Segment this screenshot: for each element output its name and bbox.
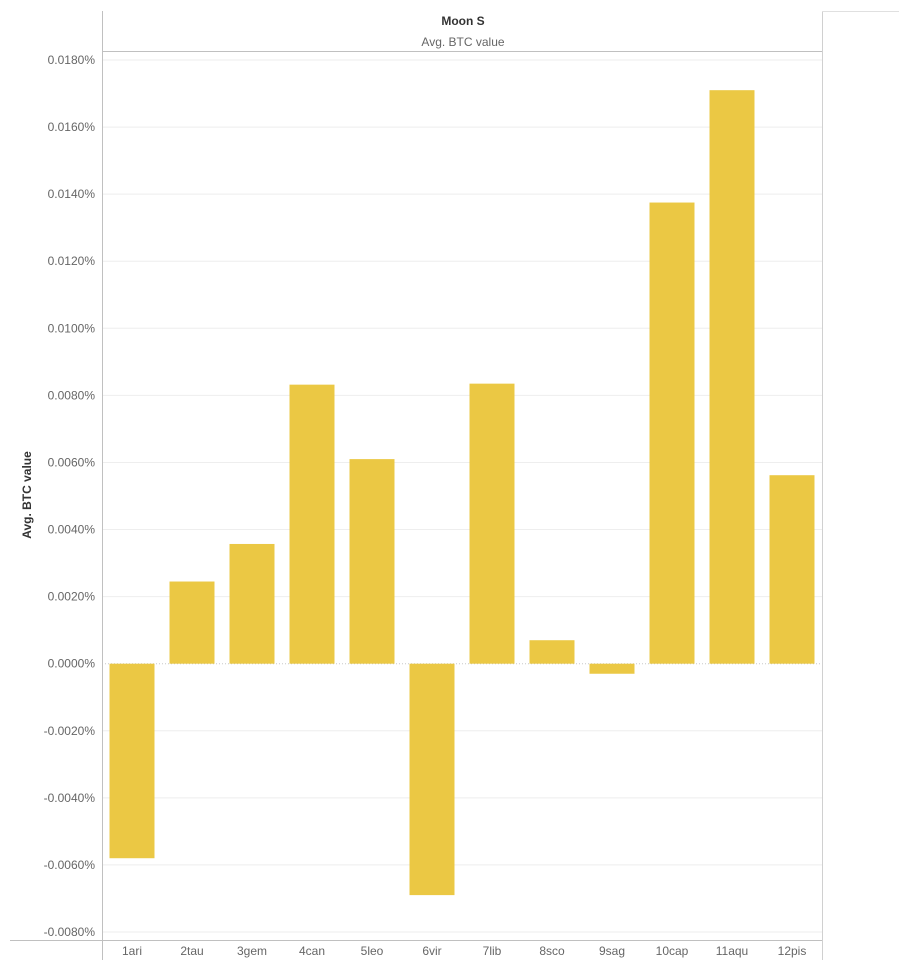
x-tick-label: 2tau [180,944,203,958]
x-tick-label: 4can [299,944,325,958]
x-tick-label: 10cap [656,944,689,958]
bar-2tau[interactable] [169,581,215,664]
y-tick-label: 0.0100% [48,321,96,335]
x-tick-label: 6vir [422,944,441,958]
y-tick-label: -0.0080% [44,925,96,939]
x-axis-ticks: 1ari 2tau 3gem 4can 5leo 6vir 7lib 8sco 9sag 10ca… [122,944,806,958]
y-tick-label: 0.0180% [48,53,96,67]
chart-title: Moon S [441,14,484,28]
x-tick-label: 3gem [237,944,267,958]
y-axis-ticks: -0.0080% -0.0060% -0.0040% -0.0020% 0.0000% 0… [44,53,96,939]
bar-12pis[interactable] [769,475,815,664]
chart-subtitle: Avg. BTC value [421,35,504,49]
bar-6vir[interactable] [409,663,455,896]
bar-3gem[interactable] [229,543,275,664]
bar-4can[interactable] [289,384,335,664]
y-tick-label: -0.0060% [44,858,96,872]
bar-11aqu[interactable] [709,90,755,664]
y-tick-label: 0.0140% [48,187,96,201]
bar-9sag[interactable] [589,663,635,674]
bar-10cap[interactable] [649,202,695,664]
gridlines [102,59,822,933]
bar-7lib[interactable] [469,383,515,664]
y-tick-label: 0.0020% [48,590,96,604]
bar-8sco[interactable] [529,640,575,664]
x-tick-label: 8sco [539,944,565,958]
y-tick-label: 0.0000% [48,657,96,671]
y-tick-label: 0.0160% [48,120,96,134]
x-tick-label: 5leo [361,944,384,958]
x-tick-label: 9sag [599,944,625,958]
chart-frame [10,11,899,960]
bar-1ari[interactable] [109,663,155,859]
y-axis-label: Avg. BTC value [20,451,34,539]
bar-5leo[interactable] [349,459,395,664]
y-tick-label: -0.0040% [44,791,96,805]
x-tick-label: 7lib [483,944,502,958]
y-tick-label: -0.0020% [44,724,96,738]
x-tick-label: 12pis [778,944,807,958]
x-tick-label: 11aqu [716,944,748,958]
y-tick-label: 0.0080% [48,388,96,402]
x-tick-label: 1ari [122,944,142,958]
y-tick-label: 0.0060% [48,455,96,469]
y-tick-label: 0.0040% [48,523,96,537]
bars [109,90,815,896]
y-tick-label: 0.0120% [48,254,96,268]
